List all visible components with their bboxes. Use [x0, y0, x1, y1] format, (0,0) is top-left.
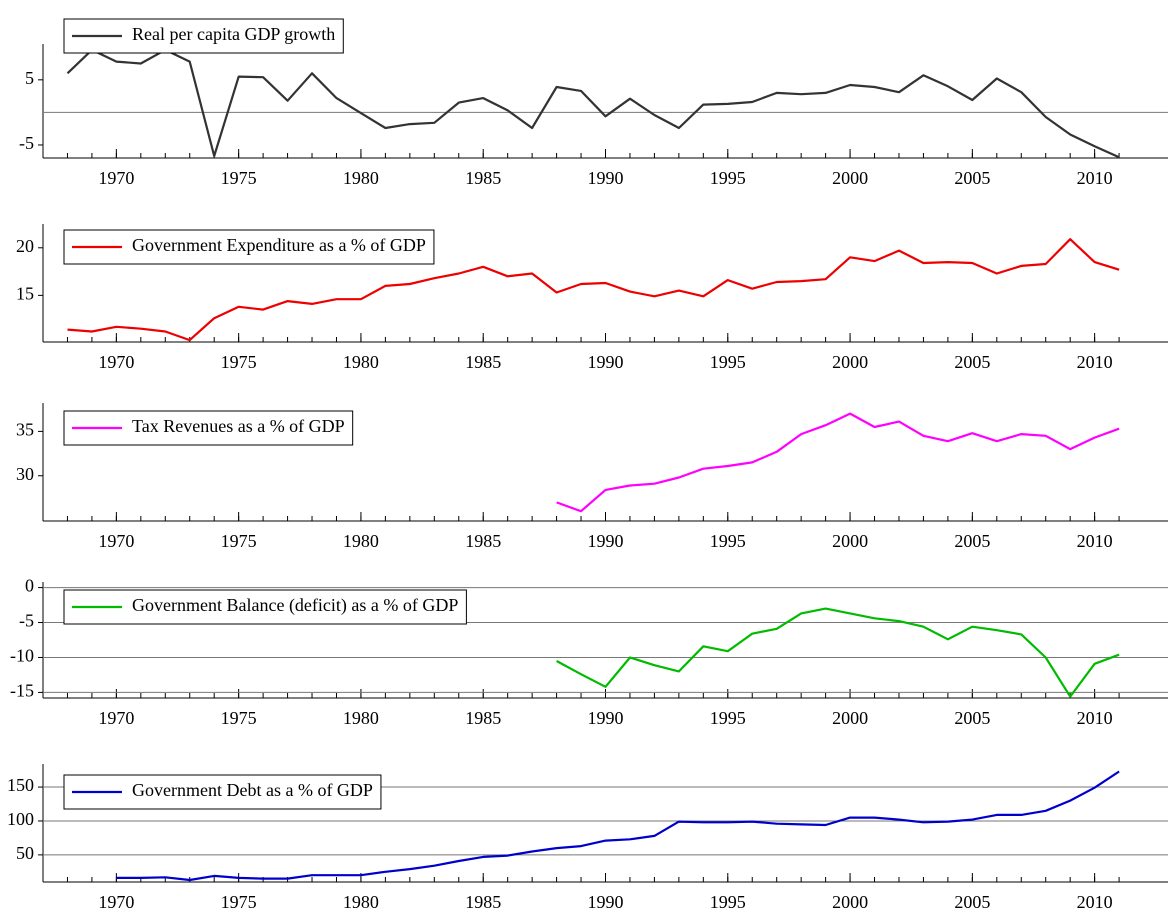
x-tick-label: 1985	[465, 531, 501, 551]
x-tick-label: 1975	[221, 708, 257, 728]
x-tick-label: 1970	[98, 531, 134, 551]
series-line	[67, 238, 1120, 342]
x-tick-label: 1985	[465, 352, 501, 372]
y-tick-label: 100	[7, 809, 34, 829]
y-tick-label: 5	[25, 68, 34, 88]
legend-box	[63, 774, 382, 810]
y-tick-label: 150	[7, 775, 34, 795]
x-tick-label: 1990	[588, 352, 624, 372]
y-tick-label: 35	[16, 420, 34, 440]
y-tick-label: 15	[16, 283, 34, 303]
x-tick-label: 1975	[221, 531, 257, 551]
x-tick-label: 1980	[343, 531, 379, 551]
x-tick-label: 1995	[710, 892, 746, 912]
series-line	[66, 48, 1120, 159]
x-tick-label: 1985	[465, 708, 501, 728]
series-line	[556, 607, 1120, 698]
x-tick-label: 1995	[710, 352, 746, 372]
x-tick-label: 1985	[465, 892, 501, 912]
x-tick-label: 1990	[588, 708, 624, 728]
x-tick-label: 1970	[98, 168, 134, 188]
x-tick-label: 2010	[1077, 708, 1113, 728]
x-tick-label: 1970	[98, 892, 134, 912]
x-tick-label: 1990	[588, 531, 624, 551]
x-tick-label: 2010	[1077, 531, 1113, 551]
x-tick-label: 1975	[221, 352, 257, 372]
x-tick-label: 2005	[954, 708, 990, 728]
x-tick-label: 1975	[221, 168, 257, 188]
x-tick-label: 1985	[465, 168, 501, 188]
y-tick-label: -15	[10, 681, 34, 701]
x-tick-label: 1980	[343, 352, 379, 372]
legend-label: Government Debt as a % of GDP	[132, 780, 373, 800]
series-line	[116, 770, 1120, 882]
x-tick-label: 1990	[588, 168, 624, 188]
x-tick-label: 1995	[710, 531, 746, 551]
x-tick-label: 2005	[954, 892, 990, 912]
y-tick-label: -10	[10, 646, 34, 666]
y-tick-label: -5	[19, 133, 34, 153]
x-tick-label: 1995	[710, 168, 746, 188]
x-tick-label: 1975	[221, 892, 257, 912]
x-tick-label: 2000	[832, 892, 868, 912]
y-tick-label: 50	[16, 843, 34, 863]
legend-box	[63, 229, 435, 265]
x-tick-label: 2000	[832, 168, 868, 188]
x-tick-label: 1970	[98, 708, 134, 728]
x-tick-label: 2005	[954, 531, 990, 551]
x-tick-label: 1995	[710, 708, 746, 728]
legend-label: Government Balance (deficit) as a % of G…	[132, 595, 458, 616]
legend-label: Real per capita GDP growth	[132, 24, 335, 44]
x-tick-label: 1980	[343, 708, 379, 728]
x-tick-label: 2000	[832, 352, 868, 372]
x-tick-label: 2010	[1077, 892, 1113, 912]
legend-label: Tax Revenues as a % of GDP	[132, 416, 345, 436]
y-tick-label: 0	[25, 576, 34, 596]
y-tick-label: 20	[16, 236, 34, 256]
legend-label: Government Expenditure as a % of GDP	[132, 235, 426, 255]
x-tick-label: 2000	[832, 531, 868, 551]
legend-box	[63, 589, 467, 625]
x-tick-label: 1980	[343, 892, 379, 912]
x-tick-label: 2005	[954, 352, 990, 372]
x-tick-label: 2000	[832, 708, 868, 728]
y-tick-label: -5	[19, 611, 34, 631]
x-tick-label: 1980	[343, 168, 379, 188]
x-tick-label: 2010	[1077, 168, 1113, 188]
x-tick-label: 2010	[1077, 352, 1113, 372]
y-tick-label: 30	[16, 464, 34, 484]
x-tick-label: 1990	[588, 892, 624, 912]
x-tick-label: 1970	[98, 352, 134, 372]
x-tick-label: 2005	[954, 168, 990, 188]
series-line	[556, 412, 1120, 513]
